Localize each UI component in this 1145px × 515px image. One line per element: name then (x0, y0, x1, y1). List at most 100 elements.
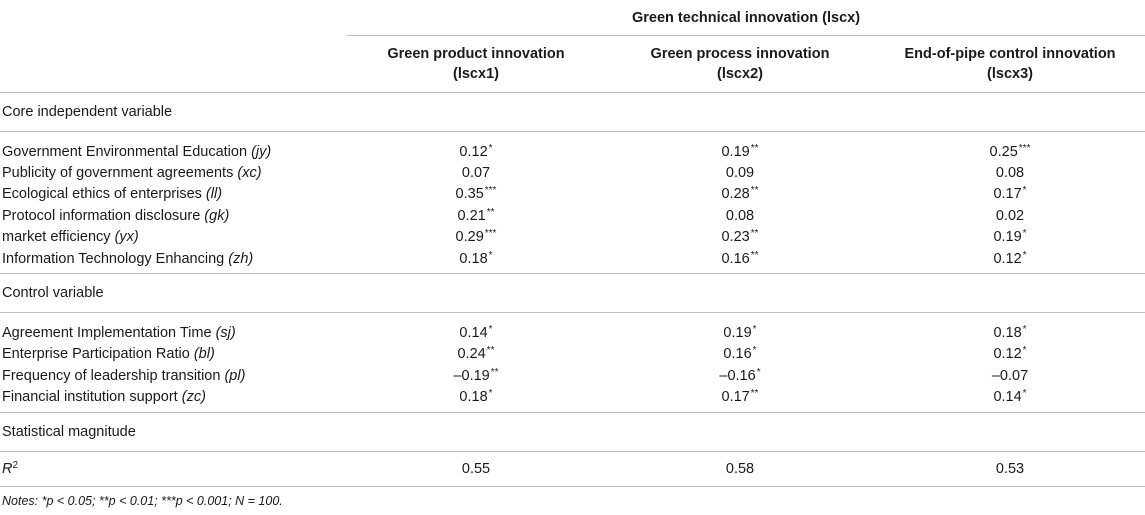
coefficient-value: 0.14 (459, 325, 488, 342)
table-row: Financial institution support (zc) 0.18* 0… (0, 387, 1145, 413)
variable-code: (gk) (204, 207, 230, 224)
variable-code: (sj) (215, 325, 236, 342)
stub-header-cell (0, 0, 347, 36)
results-table-body: Core independent variable Government Envi… (0, 93, 1145, 515)
significance-stars: ** (486, 206, 495, 218)
r-squared-row: R2 0.55 0.58 0.53 (0, 451, 1145, 487)
coefficient-cell: 0.09 (605, 162, 875, 183)
row-label-cell: Frequency of leadership transition (pl) (0, 365, 347, 386)
coefficient-cell: 0.14* (875, 387, 1145, 413)
coefficient-cell: 0.16** (605, 248, 875, 274)
coefficient-value: 0.07 (461, 165, 491, 182)
coefficient-value: 0.29 (455, 229, 484, 246)
column-header-name: End-of-pipe control innovation (904, 46, 1116, 62)
coefficient-cell: 0.28** (605, 184, 875, 205)
coefficient-cell: 0.07 (347, 162, 605, 183)
significance-stars: * (1022, 388, 1027, 400)
coefficient-cell: –0.19** (347, 365, 605, 386)
table-row: Publicity of government agreements (xc) 0… (0, 162, 1145, 183)
column-header-name: Green process innovation (650, 46, 830, 62)
variable-code: (jy) (251, 143, 272, 160)
column-header-lscx2: Green process innovation (lscx2) (605, 36, 875, 93)
super-header-row: Green technical innovation (lscx) (0, 0, 1145, 36)
significance-stars: * (1022, 185, 1027, 197)
coefficient-cell: 0.12* (347, 132, 605, 163)
coefficient-value: 0.16 (723, 346, 752, 363)
significance-stars: * (1022, 249, 1027, 261)
variable-name: Protocol information disclosure (2, 207, 201, 224)
significance-stars: ** (750, 185, 759, 197)
r-squared-label: R2 (0, 451, 347, 486)
coefficient-cell: 0.19** (605, 132, 875, 163)
coefficient-cell: –0.16* (605, 365, 875, 386)
significance-stars: ** (750, 142, 759, 154)
table-row: Agreement Implementation Time (sj) 0.14* 0… (0, 313, 1145, 344)
significance-stars: ** (490, 366, 499, 378)
row-label-cell: Publicity of government agreements (xc) (0, 162, 347, 183)
r-squared-base: R (2, 460, 13, 477)
coefficient-cell: 0.02 (875, 205, 1145, 226)
row-label-cell: Information Technology Enhancing (zh) (0, 248, 347, 274)
table-row: Government Environmental Education (jy) 0… (0, 132, 1145, 163)
table-row: Protocol information disclosure (gk) 0.21… (0, 205, 1145, 226)
coefficient-value: 0.18 (459, 250, 488, 267)
significance-stars: *** (484, 228, 497, 240)
section-header-row: Statistical magnitude (0, 412, 1145, 452)
row-label-cell: Ecological ethics of enterprises (ll) (0, 184, 347, 205)
coefficient-cell: 0.25*** (875, 132, 1145, 163)
significance-stars: *** (1018, 142, 1031, 154)
row-label-cell: Enterprise Participation Ratio (bl) (0, 344, 347, 365)
variable-name: Financial institution support (2, 389, 178, 406)
coefficient-value: 0.28 (721, 186, 750, 203)
table-row: Frequency of leadership transition (pl) –… (0, 365, 1145, 386)
table-row: Information Technology Enhancing (zh) 0.1… (0, 248, 1145, 274)
coefficient-value: 0.24 (457, 346, 486, 363)
coefficient-cell: 0.21** (347, 205, 605, 226)
coefficient-value: 0.21 (457, 207, 486, 224)
coefficient-value: 0.18 (993, 325, 1022, 342)
coefficient-value: 0.12 (993, 250, 1022, 267)
coefficient-value: 0.12 (993, 346, 1022, 363)
coefficient-cell: 0.12* (875, 344, 1145, 365)
significance-stars: * (488, 324, 493, 336)
significance-stars: * (488, 388, 493, 400)
coefficient-cell: 0.14* (347, 313, 605, 344)
coefficient-value: 0.17 (993, 186, 1022, 203)
column-header-name: Green product innovation (387, 46, 565, 62)
significance-stars: ** (750, 388, 759, 400)
significance-stars: * (488, 249, 493, 261)
variable-name: Information Technology Enhancing (2, 250, 225, 267)
coefficient-cell: 0.17* (875, 184, 1145, 205)
coefficient-cell: 0.23** (605, 227, 875, 248)
coefficient-value: 0.14 (993, 389, 1022, 406)
table-row: Enterprise Participation Ratio (bl) 0.24*… (0, 344, 1145, 365)
notes-row: Notes: *p < 0.05; **p < 0.01; ***p < 0.0… (0, 486, 1145, 515)
coefficient-cell: 0.19* (605, 313, 875, 344)
coefficient-value: 0.08 (725, 207, 755, 224)
coefficient-cell: 0.08 (605, 205, 875, 226)
section-title: Statistical magnitude (2, 423, 136, 440)
coefficient-value: –0.16 (719, 367, 756, 384)
significance-stars: * (1022, 324, 1027, 336)
coefficient-value: 0.19 (723, 325, 752, 342)
section-header-row: Control variable (0, 274, 1145, 313)
r-squared-value: 0.53 (995, 460, 1025, 477)
variable-name: Agreement Implementation Time (2, 325, 212, 342)
variable-code: (pl) (224, 367, 246, 384)
variable-name: market efficiency (2, 229, 111, 246)
significance-stars: * (752, 345, 757, 357)
coefficient-value: 0.19 (993, 229, 1022, 246)
significance-stars: ** (486, 345, 495, 357)
coefficient-cell: 0.18* (347, 248, 605, 274)
coefficient-value: 0.19 (721, 143, 750, 160)
variable-name: Frequency of leadership transition (2, 367, 221, 384)
coefficient-value: 0.09 (725, 165, 755, 182)
column-header-code: (lscx1) (453, 66, 499, 82)
coefficient-value: 0.08 (995, 165, 1025, 182)
section-title: Core independent variable (2, 104, 173, 120)
coefficient-cell: 0.19* (875, 227, 1145, 248)
significance-stars: * (1022, 345, 1027, 357)
coefficient-cell: 0.24** (347, 344, 605, 365)
